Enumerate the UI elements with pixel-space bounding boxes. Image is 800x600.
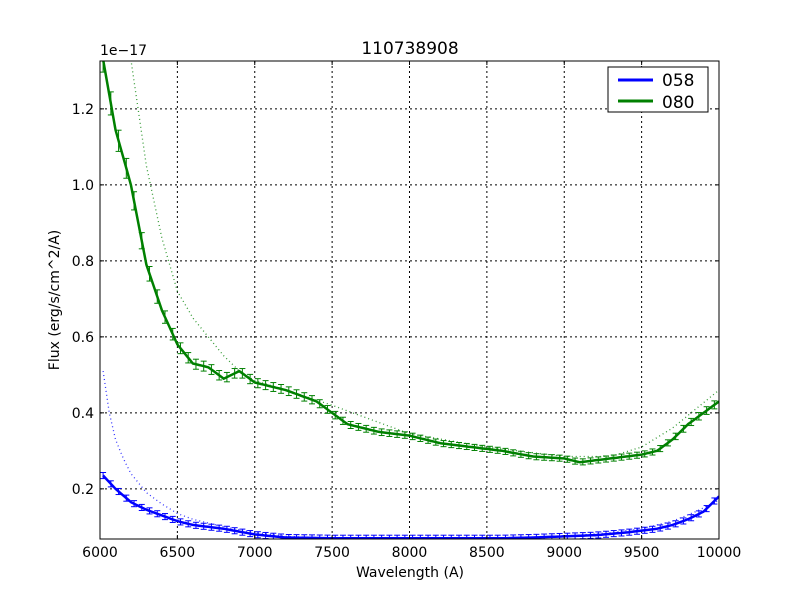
legend: 058 080 <box>607 66 709 113</box>
chart-title: 110738908 <box>361 39 458 59</box>
y-axis-label: Flux (erg/s/cm^2/A) <box>47 230 63 370</box>
x-tick-label: 8000 <box>392 545 428 561</box>
x-tick-label: 10000 <box>697 545 742 561</box>
y-tick-label: 1.0 <box>72 178 94 194</box>
y-tick-label: 0.4 <box>72 406 94 422</box>
x-tick-label: 8500 <box>469 545 505 561</box>
legend-box <box>607 66 709 113</box>
x-tick-label: 7000 <box>237 545 273 561</box>
series-058 <box>100 472 719 539</box>
x-tick-label: 6000 <box>82 545 118 561</box>
series-080 <box>100 61 719 466</box>
legend-label-080: 080 <box>662 93 694 113</box>
x-tick-label: 7500 <box>314 545 350 561</box>
y-offset-label: 1e−17 <box>100 43 147 59</box>
x-tick-label: 9000 <box>546 545 582 561</box>
x-tick-label: 6500 <box>160 545 196 561</box>
y-tick-label: 0.8 <box>72 254 94 270</box>
plot-area <box>100 61 719 539</box>
x-axis-label: Wavelength (A) <box>356 565 464 581</box>
axis-ticks: 6000 6500 7000 7500 8000 8500 9000 9500 10000 0.2… <box>72 61 742 561</box>
legend-label-058: 058 <box>662 71 694 91</box>
y-tick-label: 0.6 <box>72 330 94 346</box>
y-tick-label: 1.2 <box>72 102 94 118</box>
x-tick-label: 9500 <box>624 545 660 561</box>
y-tick-label: 0.2 <box>72 482 94 498</box>
